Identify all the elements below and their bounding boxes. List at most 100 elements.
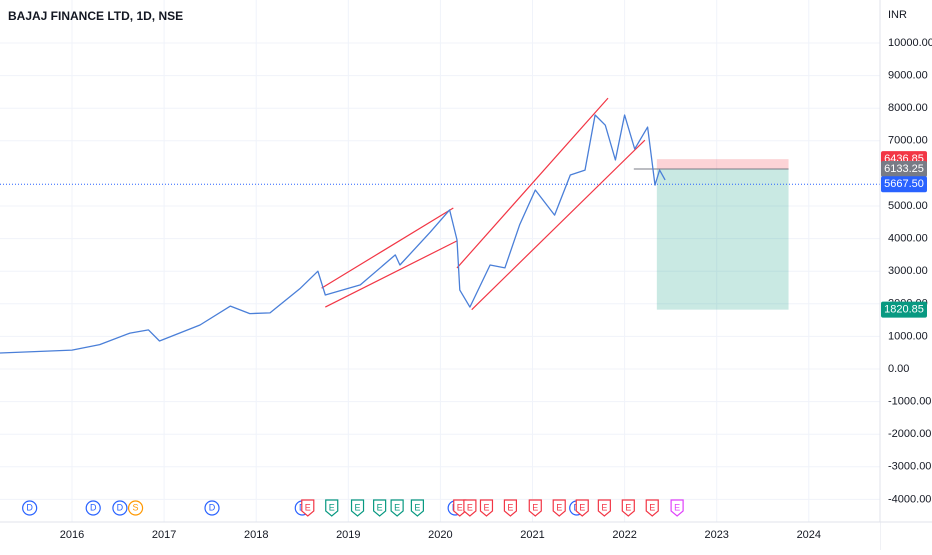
event-marker[interactable]: S — [127, 500, 144, 516]
y-tick-label: 7000.00 — [888, 135, 928, 147]
y-tick-label: 3000.00 — [888, 265, 928, 277]
event-label: E — [649, 502, 655, 512]
event-marker[interactable]: E — [301, 499, 315, 517]
event-marker[interactable]: E — [350, 499, 365, 517]
event-circle — [112, 500, 128, 516]
event-marker[interactable]: E — [410, 499, 424, 517]
event-marker[interactable]: E — [528, 499, 542, 517]
channel-line — [471, 139, 646, 311]
x-tick-label: 2022 — [612, 529, 636, 541]
event-label: D — [90, 502, 97, 512]
channel-line — [321, 207, 454, 289]
channel-line — [456, 97, 609, 269]
x-tick-label: 2019 — [336, 529, 360, 541]
event-marker[interactable]: E — [479, 499, 494, 517]
event-marker[interactable]: E — [325, 499, 339, 517]
y-tick-label: -4000.00 — [888, 493, 931, 505]
price-tag-label: 1820.85 — [884, 304, 924, 316]
event-label: E — [414, 502, 420, 512]
price-axis-panel — [880, 0, 932, 550]
event-label: E — [674, 502, 680, 512]
event-marker[interactable]: E — [503, 499, 518, 517]
x-tick-label: 2016 — [60, 529, 84, 541]
y-tick-label: 0.00 — [888, 363, 909, 375]
event-label: E — [305, 502, 311, 512]
event-label: D — [26, 502, 33, 512]
y-tick-label: 5000.00 — [888, 200, 928, 212]
price-tag-label: 5667.50 — [884, 178, 924, 190]
grid — [0, 0, 880, 522]
event-marker[interactable]: E — [670, 499, 684, 517]
event-pin — [670, 499, 684, 517]
event-label: E — [377, 502, 383, 512]
event-pin — [390, 499, 404, 517]
event-circle — [22, 500, 38, 516]
currency-label: INR — [888, 9, 907, 21]
x-tick-label: 2017 — [152, 529, 176, 541]
y-tick-label: 1000.00 — [888, 330, 928, 342]
x-tick-label: 2020 — [428, 529, 452, 541]
event-label: E — [483, 502, 489, 512]
x-tick-label: 2024 — [797, 529, 821, 541]
event-label: E — [507, 502, 513, 512]
event-pin — [325, 499, 339, 517]
event-label: E — [329, 502, 335, 512]
event-marker[interactable]: E — [390, 499, 404, 517]
event-pin — [373, 499, 387, 517]
event-marker[interactable]: E — [645, 499, 659, 517]
y-tick-label: 4000.00 — [888, 233, 928, 245]
y-tick-label: 10000.00 — [888, 37, 932, 49]
event-pin — [479, 499, 494, 517]
chart-title: BAJAJ FINANCE LTD, 1D, NSE — [8, 9, 183, 23]
y-tick-label: 9000.00 — [888, 70, 928, 82]
event-label: E — [625, 502, 631, 512]
event-marker[interactable]: D — [112, 500, 128, 516]
event-marker[interactable]: E — [373, 499, 387, 517]
event-circle — [204, 500, 220, 516]
event-pin — [503, 499, 518, 517]
event-pin — [301, 499, 315, 517]
event-marker[interactable]: E — [463, 499, 477, 517]
event-marker[interactable]: D — [204, 500, 220, 516]
event-label: E — [394, 502, 400, 512]
event-pin — [528, 499, 542, 517]
stop-zone — [656, 159, 789, 170]
target-zone — [656, 169, 789, 310]
time-axis-panel — [0, 522, 880, 550]
event-pin — [645, 499, 659, 517]
event-label: E — [556, 502, 562, 512]
channel-line — [325, 240, 458, 308]
price-line — [0, 114, 666, 354]
event-pin — [575, 499, 589, 517]
event-label: E — [532, 502, 538, 512]
event-pin — [350, 499, 365, 517]
event-circle — [127, 500, 144, 516]
event-pin — [552, 499, 566, 517]
event-pin — [621, 499, 635, 517]
x-tick-label: 2023 — [704, 529, 728, 541]
event-label: D — [117, 502, 124, 512]
event-marker[interactable]: D — [22, 500, 38, 516]
event-marker[interactable]: E — [552, 499, 566, 517]
event-pin — [463, 499, 477, 517]
y-tick-label: -3000.00 — [888, 461, 931, 473]
y-tick-label: -2000.00 — [888, 428, 931, 440]
event-label: E — [457, 502, 463, 512]
event-marker[interactable]: E — [597, 499, 611, 517]
event-marker[interactable]: D — [85, 500, 101, 516]
price-tag — [881, 301, 927, 318]
event-marker[interactable]: E — [575, 499, 589, 517]
event-label: E — [579, 502, 585, 512]
y-tick-label: -1000.00 — [888, 396, 931, 408]
event-pin — [597, 499, 611, 517]
y-tick-label: 8000.00 — [888, 102, 928, 114]
event-label: E — [601, 502, 607, 512]
x-tick-label: 2021 — [520, 529, 544, 541]
plot: DDDSDDEEEEEEDEEEEEEDEEEEE — [0, 97, 880, 517]
event-label: D — [209, 502, 216, 512]
event-circle — [85, 500, 101, 516]
event-pin — [410, 499, 424, 517]
event-marker[interactable]: E — [621, 499, 635, 517]
